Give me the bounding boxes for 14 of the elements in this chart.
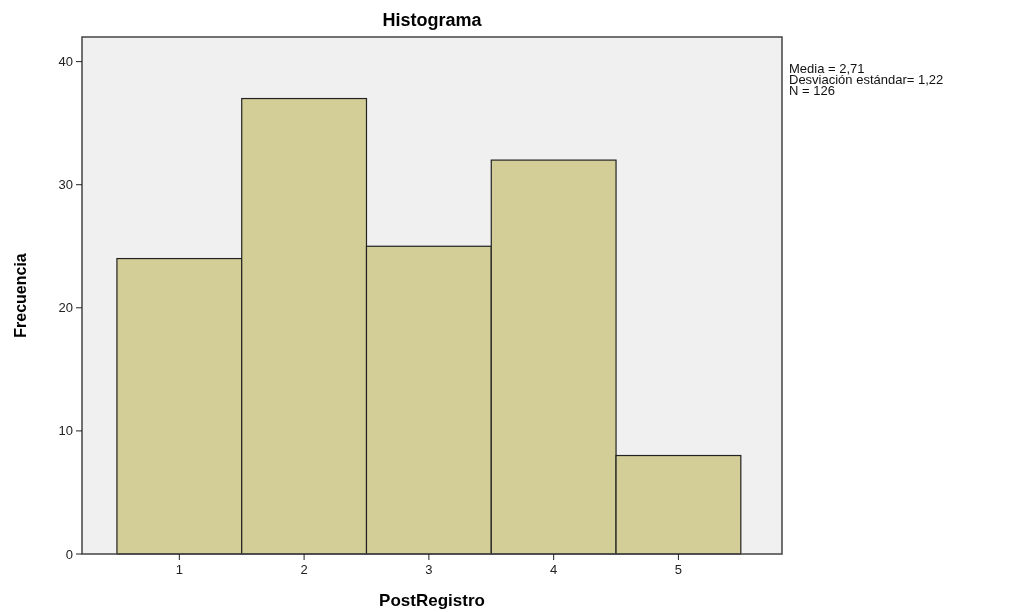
x-tick-label: 5 — [674, 562, 683, 577]
y-tick-label: 20 — [58, 300, 73, 316]
x-tick-label: 1 — [175, 562, 183, 577]
y-tick-label: 40 — [58, 54, 73, 70]
x-tick-label: 4 — [550, 562, 558, 577]
y-tick-label: 30 — [58, 177, 73, 193]
y-tick-label: 0 — [65, 546, 73, 562]
x-axis-title: PostRegistro — [379, 591, 485, 610]
y-tick-label: 10 — [58, 423, 73, 439]
y-axis-title: Frecuencia — [12, 253, 29, 338]
text: N = 126 — [789, 83, 835, 98]
x-tick-label: 2 — [300, 562, 308, 577]
chart-title: Histograma — [382, 10, 483, 30]
x-tick-label: 3 — [425, 562, 433, 577]
